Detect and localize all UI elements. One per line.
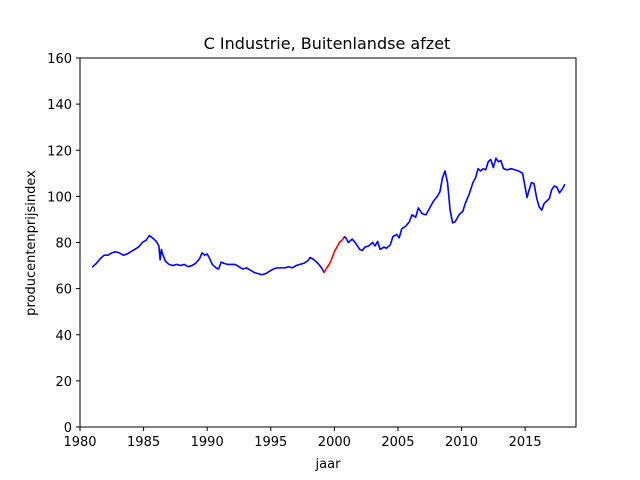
y-tick-label: 140 [47,98,72,113]
y-tick-label: 20 [55,375,72,390]
x-tick-label: 2005 [381,435,414,450]
x-tick-label: 1980 [63,435,96,450]
series-layer [91,157,566,276]
series-line-1 [91,234,325,276]
y-tick-label: 100 [47,190,72,205]
series-line-2 [323,235,346,274]
plot-frame [79,57,577,428]
y-tick-label: 120 [47,144,72,159]
y-tick-label: 0 [64,421,72,436]
y-axis-title: producentenprijsindex [24,170,39,316]
x-tick-label: 2015 [509,435,542,450]
y-tick-label: 160 [47,52,72,67]
x-axis-title: jaar [315,457,342,472]
x-tick-label: 2000 [318,435,351,450]
chart-title: C Industrie, Buitenlandse afzet [204,34,451,53]
x-tick-label: 1985 [127,435,160,450]
series-line-3 [343,157,566,252]
y-tick-label: 40 [55,329,72,344]
y-tick-label: 60 [55,283,72,298]
x-tick-label: 1990 [191,435,224,450]
x-tick-label: 1995 [254,435,287,450]
y-tick-label: 80 [55,237,72,252]
x-tick-label: 2010 [445,435,478,450]
axis-layer: 1980 1985 1990 1995 2000 2005 2010 2015 0 20 40 60 8… [47,52,542,450]
